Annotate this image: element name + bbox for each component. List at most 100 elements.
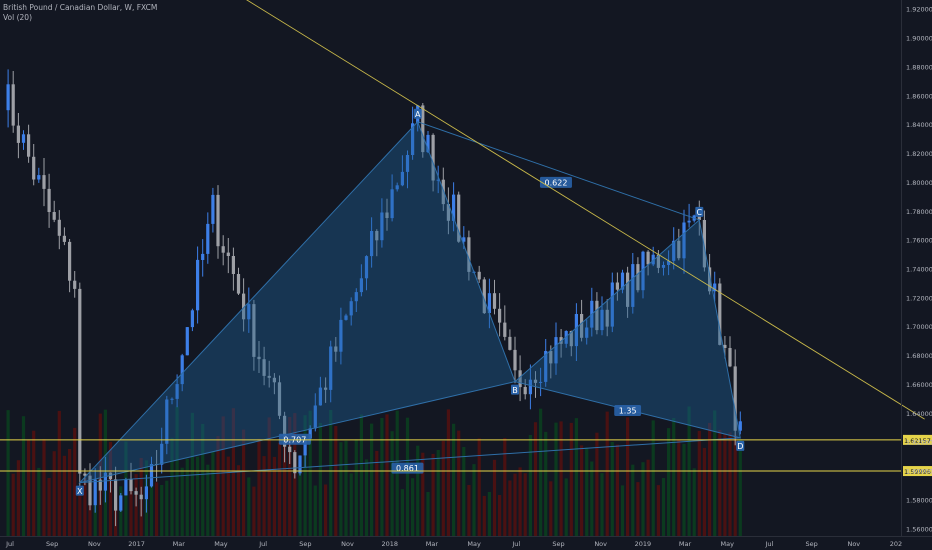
volume-bar xyxy=(149,475,154,536)
candle-body xyxy=(610,282,614,327)
candle-body xyxy=(477,271,481,280)
candle-body xyxy=(359,278,363,293)
point-label-b[interactable]: B xyxy=(512,386,518,395)
volume-bar xyxy=(441,440,445,536)
volume-bar xyxy=(646,459,650,536)
point-label-a[interactable]: A xyxy=(415,110,421,119)
candle-body xyxy=(247,304,251,320)
y-tick-label: 1.74000 xyxy=(906,266,932,274)
candle-body xyxy=(574,314,578,347)
chart-legend: British Pound / Canadian Dollar, W, FXCM… xyxy=(3,3,157,23)
volume-bar xyxy=(539,408,543,536)
volume-bar xyxy=(62,455,66,536)
candle-body xyxy=(129,479,133,492)
candle-body xyxy=(426,134,430,153)
candle-body xyxy=(713,283,717,292)
volume-bar xyxy=(677,439,681,536)
candle-body xyxy=(580,314,584,338)
candle-body xyxy=(446,204,450,221)
pattern-leg-ac[interactable] xyxy=(417,121,700,221)
ratio-label[interactable]: 0.622 xyxy=(545,178,568,187)
volume-bar xyxy=(554,422,558,536)
volume-bar xyxy=(221,416,225,536)
candle-body xyxy=(615,282,619,290)
volume-bar xyxy=(421,452,425,536)
candle-body xyxy=(98,479,102,491)
volume-bar xyxy=(446,409,450,536)
volume-bar xyxy=(129,484,133,536)
price-level-label: 1.59996 xyxy=(904,468,931,476)
candle-body xyxy=(21,134,26,143)
volume-bar xyxy=(78,493,82,536)
descending-trendline[interactable] xyxy=(239,0,925,420)
point-label-x[interactable]: X xyxy=(77,487,83,496)
volume-bar xyxy=(416,445,420,536)
candle-body xyxy=(411,123,415,155)
candle-body xyxy=(498,308,502,323)
volume-bar xyxy=(206,464,210,536)
candle-body xyxy=(636,264,640,291)
x-tick-label: Jul xyxy=(5,540,14,548)
point-label-bg-b xyxy=(511,384,519,395)
x-tick-label: Nov xyxy=(88,540,101,548)
volume-bar xyxy=(549,481,553,536)
volume-bar xyxy=(226,456,230,536)
candle-body xyxy=(390,189,394,219)
candle-body xyxy=(221,246,225,253)
volume-bar xyxy=(170,437,174,536)
candle-body xyxy=(646,251,650,265)
pattern-leg-xd[interactable] xyxy=(79,437,741,484)
candle-body xyxy=(170,398,174,400)
y-tick-label: 1.64000 xyxy=(906,410,932,418)
y-tick-label: 1.62000 xyxy=(906,439,932,447)
volume-bar xyxy=(692,468,696,536)
ratio-label[interactable]: 1.35 xyxy=(619,406,637,415)
candle-body xyxy=(42,175,46,189)
volume-bar xyxy=(682,443,686,536)
x-tick-label: Mar xyxy=(679,540,692,548)
volume-bar xyxy=(349,473,353,536)
point-label-c[interactable]: C xyxy=(697,208,703,217)
ratio-label[interactable]: 0.861 xyxy=(396,464,419,473)
xab-triangle[interactable] xyxy=(78,120,516,484)
candle-body xyxy=(78,288,82,474)
volume-bar xyxy=(324,484,328,536)
volume-bar xyxy=(585,447,589,536)
x-tick-label: Jul xyxy=(765,540,774,548)
candle-body xyxy=(431,134,435,181)
candle-body xyxy=(293,452,297,474)
candle-body xyxy=(503,322,507,337)
ratio-label-bg xyxy=(614,404,642,416)
trend-lines-layer[interactable] xyxy=(0,0,925,472)
candle-body xyxy=(718,283,722,345)
candle-body xyxy=(308,428,312,439)
volume-bar xyxy=(16,460,20,536)
candle-body xyxy=(277,382,282,416)
point-label-d[interactable]: D xyxy=(737,442,743,451)
volume-bar xyxy=(697,430,701,536)
symbol-title[interactable]: British Pound / Canadian Dollar, W, FXCM xyxy=(3,3,158,12)
volume-bar xyxy=(631,464,635,536)
volume-indicator-label[interactable]: Vol (20) xyxy=(3,13,33,22)
candle-body xyxy=(513,349,517,371)
volume-bar xyxy=(354,439,358,536)
volume-bar xyxy=(73,427,77,536)
candle-body xyxy=(620,272,625,290)
volume-bar xyxy=(518,467,522,536)
volume-bar xyxy=(723,433,727,536)
candle-body xyxy=(364,256,369,279)
candle-body xyxy=(600,309,604,331)
volume-bar xyxy=(718,429,722,536)
candle-body xyxy=(334,346,338,352)
candle-body xyxy=(47,188,51,212)
volume-bar xyxy=(477,438,481,536)
candle-body xyxy=(318,387,322,406)
candle-body xyxy=(267,375,271,378)
candle-body xyxy=(139,494,143,500)
point-label-bg-d xyxy=(736,440,745,451)
volume-bar xyxy=(702,447,706,536)
volume-bar xyxy=(462,447,466,536)
volume-bar xyxy=(190,412,194,536)
